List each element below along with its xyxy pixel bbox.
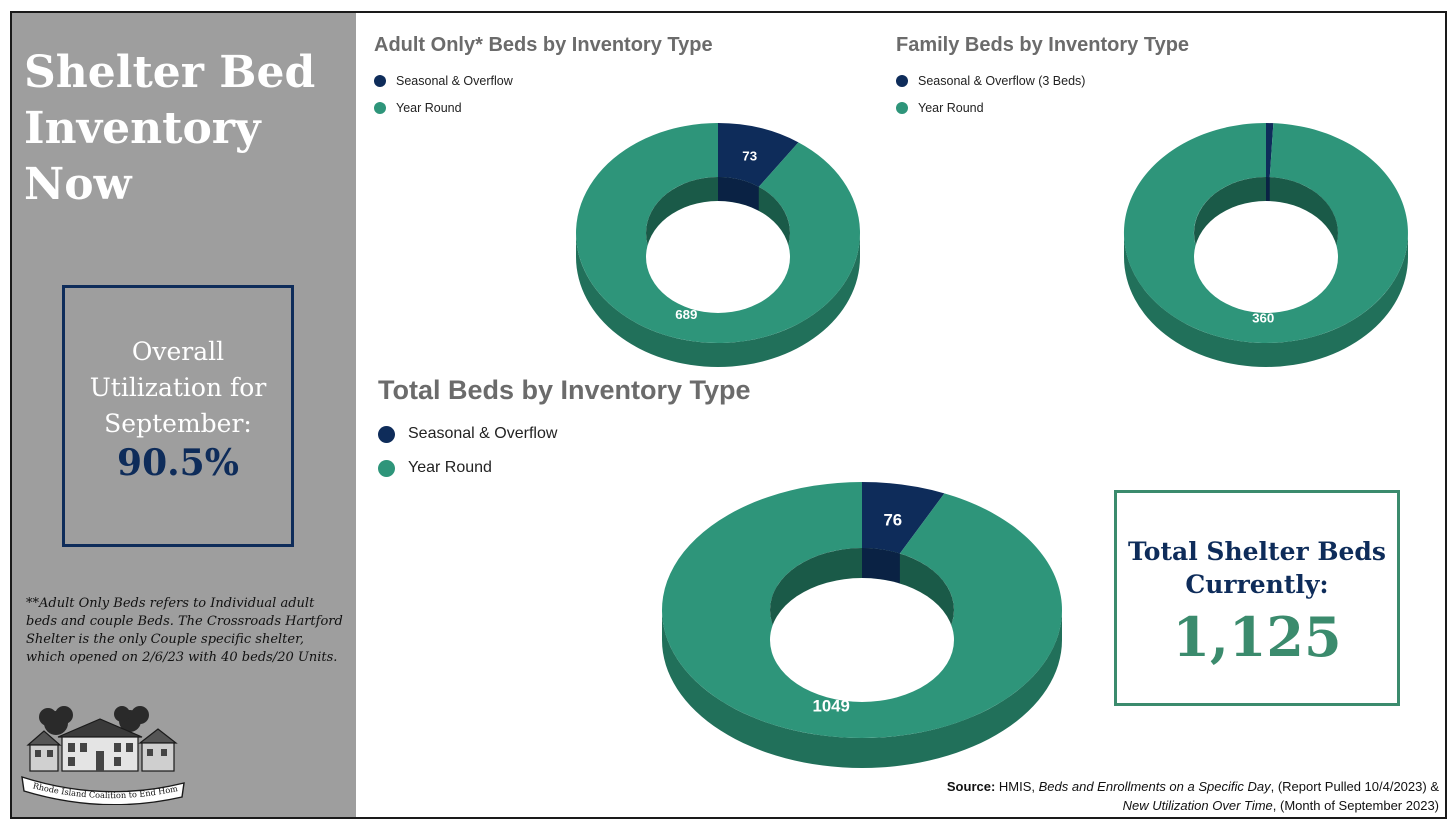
donut-inner-wall-seasonal (862, 548, 900, 584)
donut-data-label: 1049 (813, 696, 850, 715)
total-beds-donut: 76 1049 (661, 482, 1062, 768)
title-line: Shelter Bed (24, 47, 316, 98)
donut-hole (1194, 177, 1338, 313)
source-report-name: Beds and Enrollments on a Specific Day (1038, 779, 1271, 794)
logo-banner (21, 775, 185, 805)
utilization-label-line: Utilization for (89, 373, 267, 402)
legend-label: Seasonal & Overflow (3 Beds) (918, 73, 1086, 88)
chart-title: Total Beds by Inventory Type (378, 375, 751, 405)
legend-swatch (896, 101, 908, 114)
legend-swatch (378, 459, 395, 477)
title-line: Now (24, 159, 132, 210)
legend-label: Seasonal & Overflow (396, 73, 513, 88)
donut-outer-wall (1124, 233, 1408, 367)
utilization-label-line: Overall (131, 337, 225, 366)
utilization-label: Overall Utilization for September: (65, 334, 291, 442)
total-beds-box: Total Shelter Beds Currently: 1,125 (1114, 490, 1400, 706)
donut-hole-floor (770, 578, 954, 702)
source-text: HMIS, (995, 779, 1039, 794)
legend-label: Year Round (918, 100, 984, 115)
total-beds-label-line: Currently: (1185, 570, 1329, 599)
logo-trees (39, 706, 149, 735)
legend-item: Year Round (378, 451, 557, 485)
source-prefix: Source: (946, 779, 996, 794)
donut-outer-wall (662, 610, 1062, 768)
page-title: Shelter Bed Inventory Now (24, 45, 344, 213)
donut-inner-wall-seasonal (718, 177, 759, 211)
chart-legend: Seasonal & Overflow (3 Beds) Year Round (896, 67, 1085, 121)
donut-data-label: 73 (742, 148, 757, 163)
legend-item: Year Round (374, 94, 513, 121)
chart-title: Adult Only* Beds by Inventory Type (374, 34, 713, 56)
source-report-name: New Utilization Over Time (1122, 798, 1273, 813)
chart-title: Family Beds by Inventory Type (896, 34, 1190, 56)
utilization-value: 90.5% (117, 442, 239, 484)
donut-data-label: 76 (883, 511, 902, 530)
legend-item: Seasonal & Overflow (378, 417, 557, 451)
donut-slice (1266, 123, 1274, 178)
utilization-label-line: September: (104, 409, 252, 438)
source-note: Source: HMIS, Beds and Enrollments on a … (699, 777, 1439, 815)
legend-swatch (374, 101, 386, 114)
donut-slice (1123, 122, 1408, 343)
legend-swatch (896, 74, 908, 87)
legend-item: Year Round (896, 94, 1085, 121)
chart-legend: Seasonal & Overflow Year Round (378, 417, 557, 485)
donut-slice (661, 482, 1062, 738)
source-text: , (Report Pulled 10/4/2023) & (1270, 779, 1439, 794)
donut-hole (770, 548, 954, 702)
legend-label: Year Round (396, 100, 462, 115)
total-beds-label-line: Total Shelter Beds (1128, 537, 1386, 566)
legend-swatch (374, 74, 386, 87)
donut-outer-wall (576, 233, 860, 367)
logo-windows (35, 743, 167, 771)
adult-beds-donut: 73 689 (576, 123, 861, 367)
family-beds-donut: 360 (1123, 122, 1408, 367)
donut-hole-floor (1194, 201, 1338, 313)
dashboard-frame: Shelter Bed Inventory Now Overall Utiliz… (10, 11, 1447, 819)
donut-data-label: 360 (1252, 311, 1274, 326)
donut-hole-floor (646, 201, 790, 313)
legend-item: Seasonal & Overflow (3 Beds) (896, 67, 1085, 94)
legend-item: Seasonal & Overflow (374, 67, 513, 94)
donut-hole (646, 177, 790, 313)
donut-data-label: 689 (675, 307, 697, 322)
total-beds-label: Total Shelter Beds Currently: (1117, 535, 1397, 601)
legend-label: Seasonal & Overflow (408, 425, 558, 442)
donut-inner-wall-seasonal (1266, 177, 1270, 202)
source-text: , (Month of September 2023) (1272, 798, 1439, 813)
total-beds-value: 1,125 (1172, 605, 1342, 669)
donut-slice (718, 123, 799, 187)
utilization-box: Overall Utilization for September: 90.5% (62, 285, 294, 547)
legend-label: Year Round (408, 459, 492, 476)
sidebar: Shelter Bed Inventory Now Overall Utiliz… (12, 13, 356, 817)
footnote: **Adult Only Beds refers to Individual a… (26, 596, 343, 665)
title-line: Inventory (24, 103, 261, 154)
coalition-logo: Rhode Island Coalition to End Homelessne… (18, 701, 185, 805)
legend-swatch (378, 425, 395, 443)
donut-slice (576, 123, 861, 343)
donut-slice (862, 482, 945, 554)
chart-legend: Seasonal & Overflow Year Round (374, 67, 513, 121)
